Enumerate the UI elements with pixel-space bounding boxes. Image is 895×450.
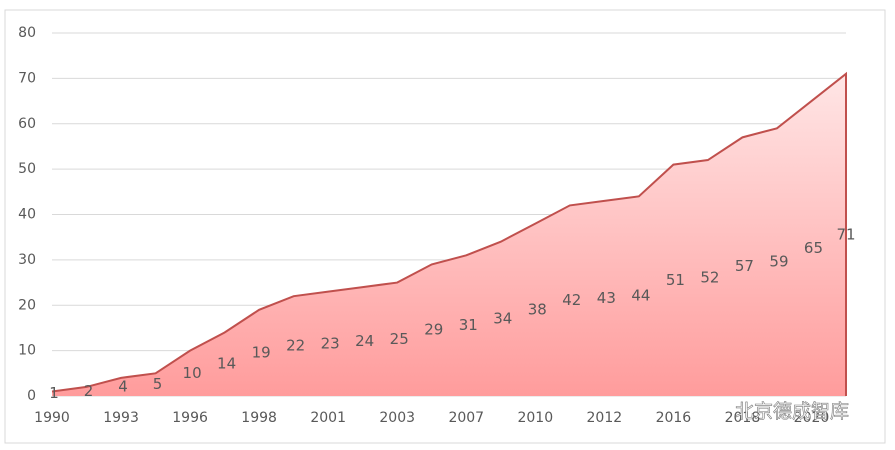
data-label: 34 [493, 309, 512, 327]
data-label: 71 [836, 225, 855, 243]
data-label: 57 [735, 257, 754, 275]
data-label: 24 [355, 332, 374, 350]
y-tick-label: 80 [18, 25, 36, 41]
data-label: 29 [424, 321, 443, 339]
data-label: 38 [528, 300, 547, 318]
data-label: 52 [700, 269, 719, 287]
data-label: 23 [321, 334, 340, 352]
data-label: 4 [118, 377, 128, 395]
data-label: 51 [666, 271, 685, 289]
x-tick-label: 1993 [103, 410, 139, 426]
data-label: 31 [459, 316, 478, 334]
data-label: 19 [252, 343, 271, 361]
x-tick-label: 2010 [517, 410, 553, 426]
watermark: 北京德成智库 [735, 401, 849, 423]
data-label: 5 [153, 375, 163, 393]
data-label: 2 [84, 382, 94, 400]
x-tick-label: 2003 [379, 410, 415, 426]
data-label: 14 [217, 355, 236, 373]
y-tick-label: 40 [18, 207, 36, 223]
y-tick-label: 30 [18, 252, 36, 268]
x-tick-label: 1990 [34, 410, 70, 426]
x-tick-label: 1998 [241, 410, 277, 426]
data-label: 59 [769, 253, 788, 271]
data-label: 42 [562, 291, 581, 309]
x-tick-label: 1996 [172, 410, 208, 426]
x-tick-label: 2020 [794, 410, 830, 426]
y-tick-label: 0 [27, 388, 36, 404]
data-label: 22 [286, 337, 305, 355]
data-label: 43 [597, 289, 616, 307]
x-tick-label: 2007 [448, 410, 484, 426]
data-label: 44 [631, 287, 650, 305]
area-line [51, 71, 847, 396]
data-label: 25 [390, 330, 409, 348]
y-tick-label: 20 [18, 297, 36, 313]
y-tick-label: 60 [18, 116, 36, 132]
y-tick-label: 10 [18, 343, 36, 359]
x-tick-label: 2016 [656, 410, 692, 426]
x-tick-label: 2012 [587, 410, 623, 426]
x-tick-label: 2001 [310, 410, 346, 426]
x-tick-label: 2018 [725, 410, 761, 426]
y-tick-label: 50 [18, 161, 36, 177]
data-label: 10 [183, 364, 202, 382]
data-label: 65 [804, 239, 823, 257]
y-tick-label: 70 [18, 70, 36, 86]
data-label: 1 [49, 384, 59, 402]
